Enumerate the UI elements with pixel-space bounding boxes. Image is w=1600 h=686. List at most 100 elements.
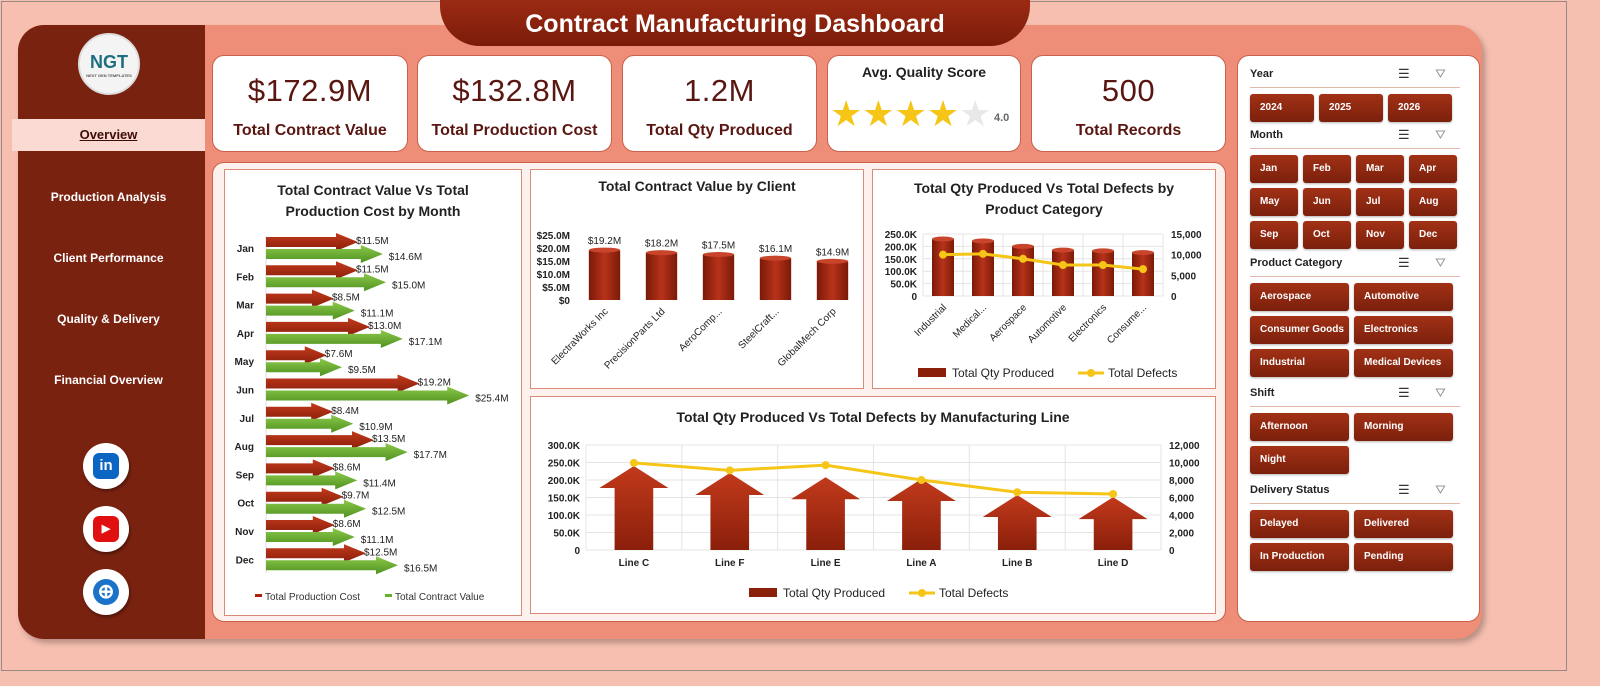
multi-select-icon[interactable]: ☰ [1398, 255, 1410, 270]
filter-option-industrial[interactable]: Industrial [1250, 349, 1349, 377]
contract-value-arrow [266, 245, 383, 263]
sidebar-item-overview[interactable]: Overview [12, 119, 205, 151]
legend-label: Total Defects [1108, 366, 1177, 380]
filter-option-medical-devices[interactable]: Medical Devices [1354, 349, 1453, 377]
month-label: Jul [240, 414, 255, 425]
filter-option-dec[interactable]: Dec [1409, 221, 1457, 249]
contract-value-arrow [266, 499, 366, 518]
rating-value: 4.0 [994, 112, 1010, 124]
data-label: $15.0M [392, 280, 425, 291]
filter-option-night[interactable]: Night [1250, 446, 1349, 474]
globe-icon: ⊕ [93, 579, 119, 605]
multi-select-icon[interactable]: ☰ [1398, 66, 1410, 81]
filter-option-aerospace[interactable]: Aerospace [1250, 283, 1349, 311]
y2-tick-label: 10,000 [1171, 251, 1202, 262]
multi-select-icon[interactable]: ☰ [1398, 385, 1410, 400]
qty-bar [1132, 252, 1154, 296]
legend-label: Total Qty Produced [783, 586, 885, 600]
y-tick-label: 100.0K [885, 267, 918, 278]
bar-cap [1012, 243, 1034, 249]
data-label: $13.5M [372, 434, 405, 445]
bar-cap [702, 252, 735, 257]
sidebar-item-financial-overview[interactable]: Financial Overview [54, 373, 163, 387]
logo: NGT NEXT GEN TEMPLATES [78, 33, 140, 95]
filter-option-electronics[interactable]: Electronics [1354, 316, 1453, 344]
kpi-label: Total Records [1075, 122, 1182, 139]
legend-label: Total Contract Value [395, 592, 485, 603]
filter-option-sep[interactable]: Sep [1250, 221, 1298, 249]
filter-option-aug[interactable]: Aug [1409, 188, 1457, 216]
clear-filter-icon[interactable]: ⛛ [1435, 385, 1446, 400]
defects-point [917, 476, 926, 484]
sidebar-item-quality-delivery[interactable]: Quality & Delivery [57, 312, 160, 326]
clear-filter-icon[interactable]: ⛛ [1435, 66, 1446, 81]
x-tick-label: Line A [906, 558, 936, 569]
chart-svg: Jan$11.5M$14.6MFeb$11.5M$15.0MMar$8.5M$1… [235, 233, 509, 603]
production-cost-arrow [266, 374, 420, 393]
x-tick-label: Line F [715, 558, 744, 569]
filter-option-jun[interactable]: Jun [1303, 188, 1351, 216]
clear-filter-icon[interactable]: ⛛ [1435, 127, 1446, 142]
bar-cap [588, 247, 621, 253]
filter-option-afternoon[interactable]: Afternoon [1250, 413, 1349, 441]
kpi-avg-quality-score: Avg. Quality Score ★★★★★ 4.0 [827, 55, 1021, 152]
data-label: $25.4M [475, 394, 508, 405]
y-tick-label: 0 [574, 546, 580, 557]
month-label: Jun [236, 386, 254, 397]
filter-option-in-production[interactable]: In Production [1250, 543, 1349, 571]
kpi-label: Avg. Quality Score [862, 64, 986, 80]
data-label: $17.5M [702, 241, 735, 252]
production-cost-arrow [266, 487, 344, 506]
kpi-value: $132.8M [452, 73, 577, 108]
bar-cap [645, 250, 678, 256]
filter-option-jul[interactable]: Jul [1356, 188, 1404, 216]
page-title: Contract Manufacturing Dashboard [440, 0, 1030, 46]
filter-option-apr[interactable]: Apr [1409, 155, 1457, 183]
clear-filter-icon[interactable]: ⛛ [1435, 255, 1446, 270]
filter-option-jan[interactable]: Jan [1250, 155, 1298, 183]
month-label: Nov [235, 527, 254, 538]
filter-option-2025[interactable]: 2025 [1319, 94, 1383, 122]
youtube-button[interactable]: ▶ [83, 506, 129, 552]
filter-option-pending[interactable]: Pending [1354, 543, 1453, 571]
contract-value-arrow [266, 556, 398, 575]
contract-value-arrow [266, 301, 355, 320]
contract-value-arrow [266, 414, 354, 433]
x-tick-label: ElectraWorks Inc [550, 306, 611, 367]
filter-option-2024[interactable]: 2024 [1250, 94, 1314, 122]
production-cost-arrow [266, 261, 358, 280]
multi-select-icon[interactable]: ☰ [1398, 482, 1410, 497]
filter-option-may[interactable]: May [1250, 188, 1298, 216]
qty-bar [645, 252, 678, 300]
linkedin-button[interactable]: in [83, 443, 129, 489]
chart-contract-value-by-client: Total Contract Value by Client $0 $5.0M $1… [530, 169, 864, 389]
sidebar-item-production-analysis[interactable]: Production Analysis [50, 190, 167, 204]
production-cost-arrow [266, 289, 334, 308]
bar-cap [759, 255, 792, 261]
sidebar-item-client-performance[interactable]: Client Performance [53, 251, 164, 265]
filter-option-feb[interactable]: Feb [1303, 155, 1351, 183]
website-button[interactable]: ⊕ [83, 569, 129, 615]
defects-point [1013, 488, 1022, 497]
filter-option-automotive[interactable]: Automotive [1354, 283, 1453, 311]
y-tick-label: $0 [559, 296, 571, 307]
qty-arrow-bar [791, 477, 861, 550]
chart-svg: $0 $5.0M $10.0M $15.0M $20.0M $25.0M $19.2M Ele… [537, 231, 850, 372]
filter-option-nov[interactable]: Nov [1356, 221, 1404, 249]
y-tick-label: $10.0M [537, 270, 570, 281]
data-label: $19.2M [418, 378, 451, 389]
filter-option-mar[interactable]: Mar [1356, 155, 1404, 183]
filter-option-consumer-goods[interactable]: Consumer Goods [1250, 316, 1349, 344]
filter-option-delivered[interactable]: Delivered [1354, 510, 1453, 538]
contract-value-arrow [266, 386, 470, 405]
data-label: $13.0M [368, 321, 401, 332]
x-tick-label: Aerospace [988, 302, 1030, 344]
data-label: $12.5M [364, 547, 397, 558]
x-tick-label: AeroComp... [677, 306, 724, 353]
clear-filter-icon[interactable]: ⛛ [1435, 482, 1446, 497]
filter-option-morning[interactable]: Morning [1354, 413, 1453, 441]
filter-option-oct[interactable]: Oct [1303, 221, 1351, 249]
filter-option-delayed[interactable]: Delayed [1250, 510, 1349, 538]
multi-select-icon[interactable]: ☰ [1398, 127, 1410, 142]
filter-option-2026[interactable]: 2026 [1388, 94, 1452, 122]
